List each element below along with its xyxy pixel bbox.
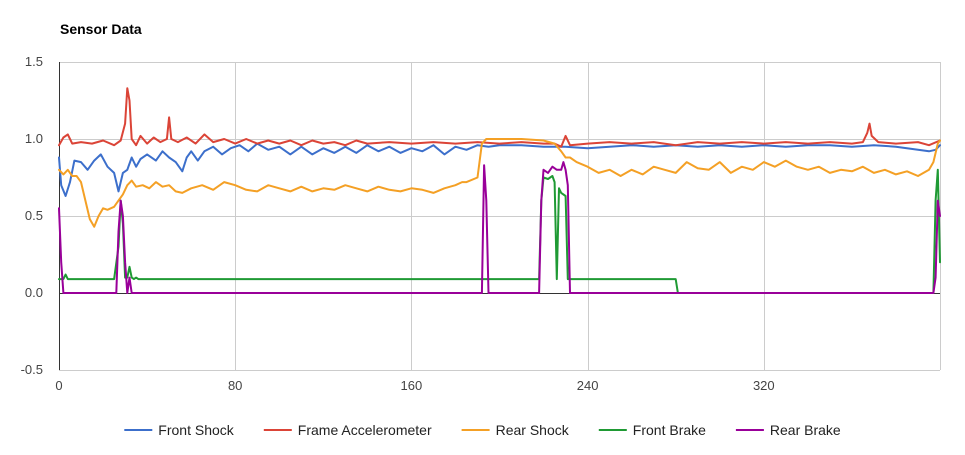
legend-item[interactable]: Rear Shock <box>461 422 570 438</box>
x-tick-label: 240 <box>577 378 599 393</box>
series-line-4 <box>58 161 941 294</box>
series-line-3 <box>58 168 941 294</box>
legend-label: Frame Accelerometer <box>298 422 432 438</box>
series-line-1 <box>58 87 941 148</box>
legend-label: Rear Brake <box>770 422 841 438</box>
tick-labels: -0.5 0.0 0.5 1.0 1.5 0 80 160 240 320 <box>21 54 775 393</box>
series-line-0 <box>58 142 941 197</box>
legend-item[interactable]: Rear Brake <box>735 422 841 438</box>
legend-item[interactable]: Front Shock <box>124 422 235 438</box>
y-tick-label: 1.5 <box>25 54 43 69</box>
legend-item[interactable]: Frame Accelerometer <box>263 422 432 438</box>
y-tick-label: 1.0 <box>25 131 43 146</box>
series-line-2 <box>58 138 941 228</box>
legend-label: Front Shock <box>158 422 234 438</box>
y-tick-label: -0.5 <box>21 362 43 377</box>
x-tick-label: 80 <box>228 378 242 393</box>
legend-label: Front Brake <box>633 422 706 438</box>
y-tick-label: 0.5 <box>25 208 43 223</box>
x-tick-label: 320 <box>753 378 775 393</box>
x-tick-label: 0 <box>55 378 62 393</box>
grid <box>59 62 941 371</box>
legend: Front Shock Frame Accelerometer Rear Shock… <box>124 422 841 438</box>
legend-item[interactable]: Front Brake <box>598 422 706 438</box>
series-lines <box>58 87 941 294</box>
y-tick-label: 0.0 <box>25 285 43 300</box>
x-tick-label: 160 <box>401 378 423 393</box>
chart-title: Sensor Data <box>60 21 142 37</box>
legend-label: Rear Shock <box>496 422 570 438</box>
